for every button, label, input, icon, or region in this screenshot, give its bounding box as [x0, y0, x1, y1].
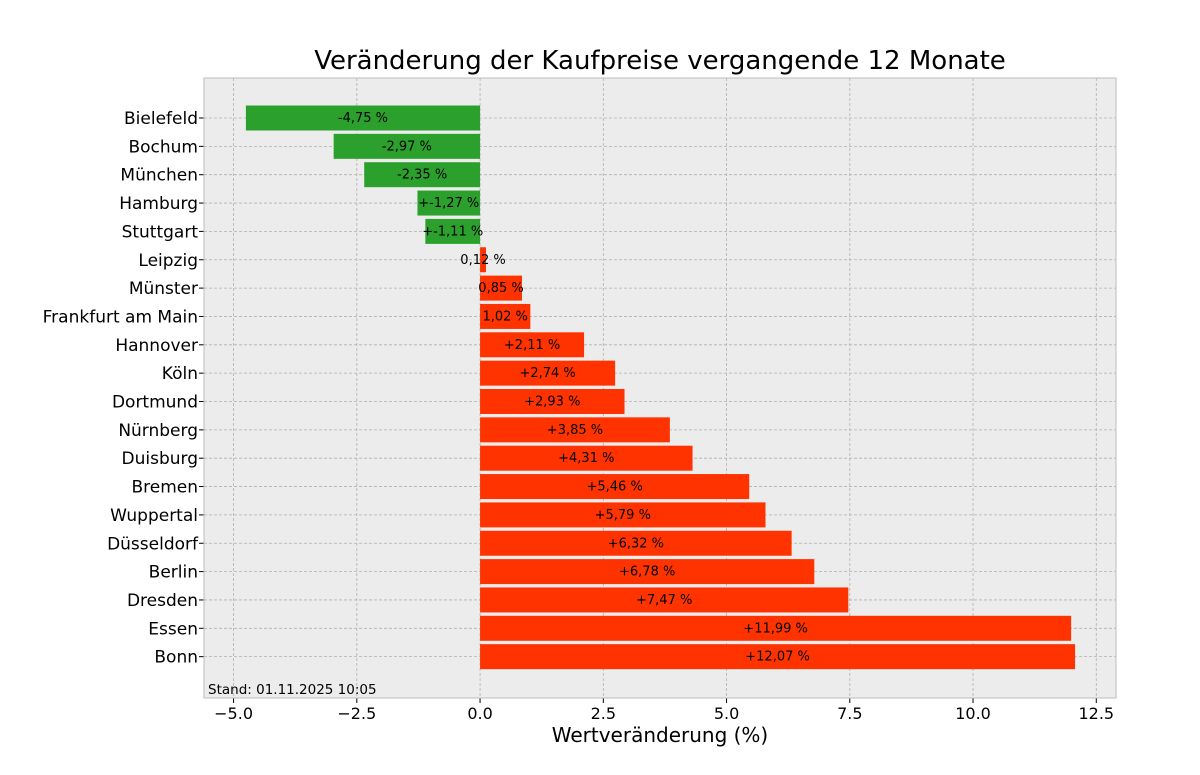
bar-münster — [480, 275, 522, 301]
bar-value-label: +6,78 % — [619, 565, 675, 580]
bar-value-label: +-1,11 % — [422, 224, 483, 239]
category-label: Wuppertal — [110, 506, 198, 526]
bar-value-label: +11,99 % — [743, 621, 808, 636]
x-tick-label: 7.5 — [837, 704, 862, 723]
bar-berlin — [480, 559, 815, 585]
bar-bochum — [333, 133, 481, 159]
category-label: Münster — [129, 279, 198, 299]
chart-title: Veränderung der Kaufpreise vergangende 1… — [314, 46, 1006, 76]
category-label: Düsseldorf — [107, 534, 199, 554]
bar-leipzig — [480, 247, 486, 273]
bar-value-label: -2,35 % — [397, 168, 447, 183]
bar-value-label: +2,74 % — [519, 366, 575, 381]
category-labels: Bielefeld Bochum München Hamburg Stuttgart Le… — [43, 109, 204, 668]
x-tick-label: 12.5 — [1078, 704, 1114, 723]
x-tick-label: 0.0 — [467, 704, 492, 723]
x-tick-label: −2.5 — [337, 704, 376, 723]
bar-düsseldorf — [480, 530, 792, 556]
category-label: Duisburg — [122, 449, 199, 469]
bar-value-label: +2,93 % — [524, 395, 580, 410]
bar-value-label: +3,85 % — [547, 423, 603, 438]
bar-value-label: -2,97 % — [382, 139, 432, 154]
timestamp-annotation: Stand: 01.11.2025 10:05 — [208, 682, 377, 698]
bar-value-label: +-1,27 % — [418, 196, 479, 211]
x-tick-label: 2.5 — [591, 704, 616, 723]
bar-value-label: 0,12 % — [460, 253, 505, 268]
category-label: Stuttgart — [122, 222, 199, 242]
bar-value-label: +2,11 % — [504, 338, 560, 353]
x-axis-ticks: −5.0 −2.5 0.0 2.5 5.0 7.5 10.0 12.5 — [214, 698, 1114, 723]
bar-value-label: +5,79 % — [595, 508, 651, 523]
bar-value-label: 1,02 % — [482, 309, 527, 324]
bar-value-label: +5,46 % — [586, 480, 642, 495]
bar-duisburg — [480, 445, 693, 471]
bar-value-label: +12,07 % — [745, 650, 810, 665]
category-label: Bremen — [131, 478, 198, 498]
bar-nürnberg — [480, 417, 670, 443]
bar-hannover — [480, 332, 585, 358]
category-label: Berlin — [149, 563, 198, 583]
category-label: Bonn — [154, 648, 198, 668]
category-label: Bielefeld — [124, 109, 198, 129]
category-label: Bochum — [128, 137, 198, 157]
bar-münchen — [364, 162, 481, 188]
bar-stuttgart — [425, 218, 481, 244]
bar-hamburg — [417, 190, 481, 216]
x-axis-label: Wertveränderung (%) — [552, 723, 769, 747]
plot-frame — [203, 77, 1117, 699]
category-label: Köln — [162, 364, 198, 384]
bar-dresden — [480, 587, 849, 613]
bar-essen — [480, 615, 1072, 641]
category-label: Nürnberg — [118, 421, 198, 441]
bar-wuppertal — [480, 502, 766, 528]
bar-value-label: -4,75 % — [338, 111, 388, 126]
category-label: Hamburg — [119, 194, 198, 214]
bars — [245, 105, 1076, 670]
category-label: Dresden — [127, 591, 198, 611]
category-label: Hannover — [115, 336, 198, 356]
bar-köln — [480, 360, 616, 386]
bar-bremen — [480, 474, 750, 500]
x-tick-label: 10.0 — [955, 704, 991, 723]
bar-value-label: 0,85 % — [478, 281, 523, 296]
bar-value-label: +6,32 % — [608, 536, 664, 551]
bar-dortmund — [480, 389, 625, 414]
category-label: Essen — [148, 619, 198, 639]
x-tick-label: 5.0 — [714, 704, 739, 723]
bar-value-label: +7,47 % — [636, 593, 692, 608]
category-label: Leipzig — [138, 251, 198, 271]
bar-bielefeld — [245, 105, 481, 131]
bar-frankfurt-am-main — [480, 303, 531, 329]
bar-value-label: +4,31 % — [558, 451, 614, 466]
x-tick-label: −5.0 — [214, 704, 253, 723]
bar-value-labels: -4,75 % -2,97 % -2,35 % +-1,27 % +-1,11 % 0,1… — [338, 111, 810, 665]
category-label: Frankfurt am Main — [43, 307, 198, 327]
category-label: München — [120, 166, 198, 186]
bar-bonn — [480, 644, 1076, 670]
category-label: Dortmund — [112, 393, 198, 413]
